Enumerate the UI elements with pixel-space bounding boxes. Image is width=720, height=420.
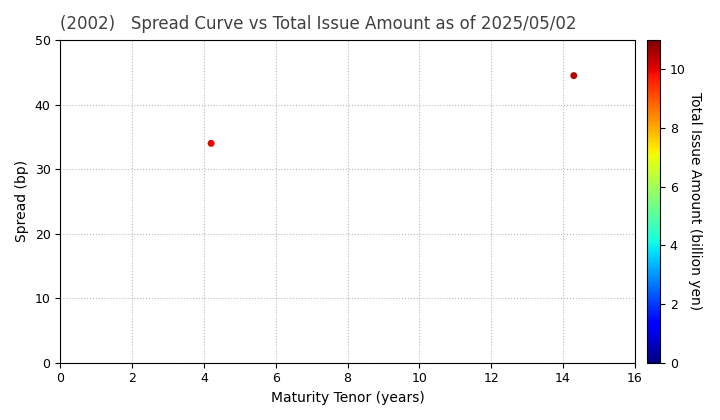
Y-axis label: Total Issue Amount (billion yen): Total Issue Amount (billion yen) [688,92,702,310]
Point [568,72,580,79]
Point [205,140,217,147]
Text: (2002)   Spread Curve vs Total Issue Amount as of 2025/05/02: (2002) Spread Curve vs Total Issue Amoun… [60,15,577,33]
X-axis label: Maturity Tenor (years): Maturity Tenor (years) [271,391,425,405]
Y-axis label: Spread (bp): Spread (bp) [15,160,29,242]
